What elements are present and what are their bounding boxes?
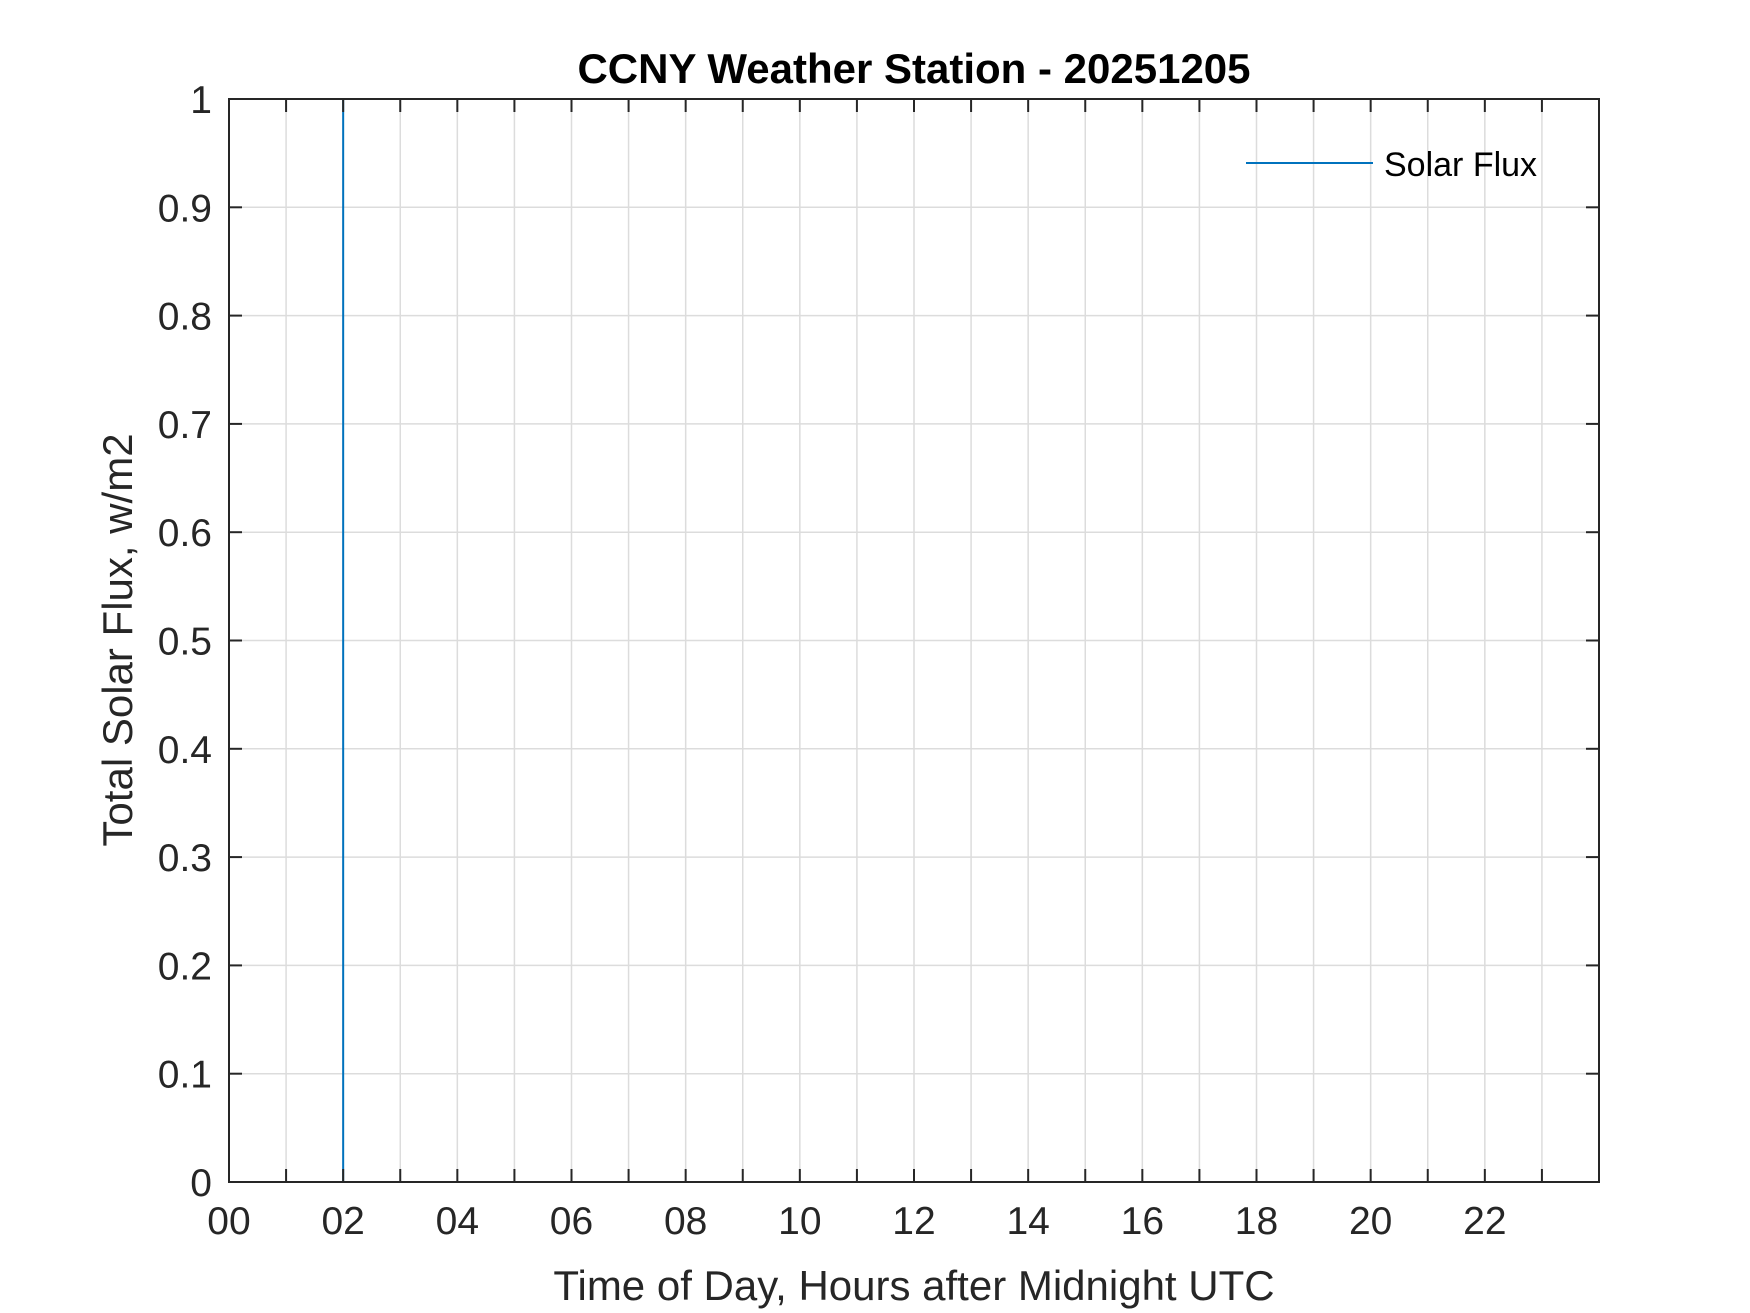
y-tick-label: 1 xyxy=(190,79,212,122)
y-tick-label: 0.8 xyxy=(158,296,212,339)
y-tick-label: 0.2 xyxy=(158,945,212,988)
y-tick-label: 0.3 xyxy=(158,837,212,880)
x-tick-label: 08 xyxy=(664,1200,707,1243)
x-tick-label: 12 xyxy=(892,1200,935,1243)
y-tick-label: 0.1 xyxy=(158,1054,212,1097)
x-tick-label: 20 xyxy=(1349,1200,1392,1243)
y-tick-label: 0.7 xyxy=(158,404,212,447)
y-tick-label: 0.9 xyxy=(158,187,212,230)
x-tick-label: 18 xyxy=(1235,1200,1278,1243)
x-tick-label: 16 xyxy=(1121,1200,1164,1243)
x-tick-label: 10 xyxy=(778,1200,821,1243)
x-axis-label: Time of Day, Hours after Midnight UTC xyxy=(553,1262,1274,1309)
x-tick-label: 00 xyxy=(207,1200,250,1243)
y-axis-label: Total Solar Flux, w/m2 xyxy=(94,433,141,846)
x-tick-label: 22 xyxy=(1463,1200,1506,1243)
y-tick-label: 0.6 xyxy=(158,512,212,555)
y-tick-label: 0.4 xyxy=(158,729,212,772)
y-tick-label: 0 xyxy=(190,1162,212,1205)
x-tick-label: 02 xyxy=(321,1200,364,1243)
tick-labels: 00 02 04 06 08 10 12 14 16 18 20 22 0 0.1 0.2 0.3 0.4 0.5… xyxy=(158,79,1507,1243)
tick-marks xyxy=(228,98,1599,1183)
x-tick-label: 04 xyxy=(436,1200,479,1243)
y-tick-label: 0.5 xyxy=(158,621,212,664)
chart-title: CCNY Weather Station - 20251205 xyxy=(577,45,1250,92)
legend: Solar Flux xyxy=(1246,146,1537,184)
x-tick-label: 06 xyxy=(550,1200,593,1243)
legend-label-solar-flux: Solar Flux xyxy=(1384,146,1537,184)
x-tick-label: 14 xyxy=(1006,1200,1049,1243)
